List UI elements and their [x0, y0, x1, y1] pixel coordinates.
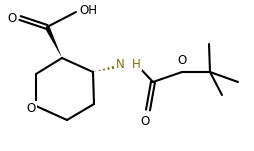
Text: O: O [8, 13, 17, 26]
Polygon shape [45, 26, 62, 58]
Text: O: O [26, 101, 36, 114]
Text: O: O [140, 115, 150, 128]
Text: N: N [116, 58, 125, 71]
Text: H: H [132, 58, 141, 71]
Text: O: O [177, 54, 187, 67]
Text: OH: OH [79, 5, 97, 18]
